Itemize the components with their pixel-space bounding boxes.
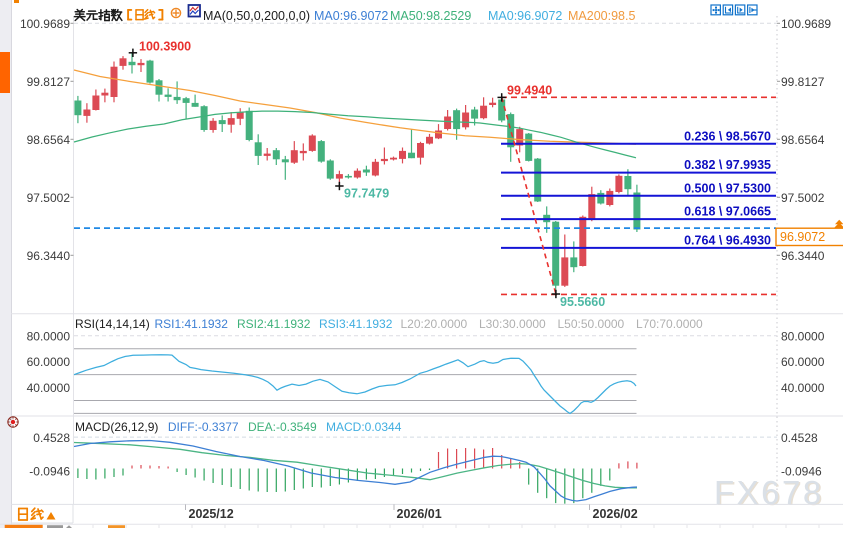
- svg-text:MA200:98.5: MA200:98.5: [568, 9, 635, 23]
- svg-text:99.8127: 99.8127: [781, 75, 825, 89]
- svg-text:RSI(14,14,14): RSI(14,14,14): [75, 317, 150, 331]
- svg-text:2025/12: 2025/12: [189, 507, 234, 521]
- svg-text:80.0000: 80.0000: [781, 329, 825, 343]
- svg-text:95.5660: 95.5660: [560, 295, 605, 309]
- svg-text:0.618 \ 97.0665: 0.618 \ 97.0665: [684, 205, 771, 219]
- svg-text:99.8127: 99.8127: [27, 75, 71, 89]
- svg-text:DIFF:-0.3377: DIFF:-0.3377: [168, 420, 239, 434]
- svg-text:FX678: FX678: [714, 474, 824, 511]
- svg-text:100.9689: 100.9689: [20, 17, 70, 31]
- svg-text:MA0:96.9072: MA0:96.9072: [488, 9, 562, 23]
- svg-text:RSI1:41.1932: RSI1:41.1932: [155, 317, 229, 331]
- svg-text:MA(0,50,0,200,0,0): MA(0,50,0,200,0,0): [203, 9, 310, 23]
- svg-text:0.4528: 0.4528: [33, 431, 70, 445]
- svg-text:97.5002: 97.5002: [27, 191, 71, 205]
- svg-text:0.764 \ 96.4930: 0.764 \ 96.4930: [684, 233, 771, 247]
- svg-text:60.0000: 60.0000: [781, 355, 825, 369]
- svg-text:L20:20.0000: L20:20.0000: [401, 317, 468, 331]
- svg-text:0.500 \ 97.5300: 0.500 \ 97.5300: [684, 181, 771, 195]
- svg-text:L50:50.0000: L50:50.0000: [558, 317, 625, 331]
- svg-text:97.5002: 97.5002: [781, 191, 825, 205]
- svg-text:40.0000: 40.0000: [781, 381, 825, 395]
- svg-text:MA0:96.9072: MA0:96.9072: [314, 9, 388, 23]
- svg-text:97.7479: 97.7479: [344, 187, 389, 201]
- svg-text:2026/01: 2026/01: [397, 507, 442, 521]
- svg-text:RSI3:41.1932: RSI3:41.1932: [319, 317, 393, 331]
- svg-text:MA50:98.2529: MA50:98.2529: [390, 9, 471, 23]
- svg-text:100.9689: 100.9689: [781, 17, 831, 31]
- svg-text:96.9072: 96.9072: [780, 230, 825, 244]
- svg-text:96.3440: 96.3440: [27, 249, 71, 263]
- svg-text:100.3900: 100.3900: [139, 40, 191, 54]
- svg-text:96.3440: 96.3440: [781, 249, 825, 263]
- svg-text:L70:70.0000: L70:70.0000: [636, 317, 703, 331]
- svg-text:0.382 \ 97.9935: 0.382 \ 97.9935: [684, 158, 771, 172]
- svg-text:40.0000: 40.0000: [27, 381, 71, 395]
- svg-text:MACD(26,12,9): MACD(26,12,9): [75, 420, 158, 434]
- svg-text:L30:30.0000: L30:30.0000: [479, 317, 546, 331]
- svg-text:FX678: FX678: [716, 475, 826, 512]
- svg-text:98.6564: 98.6564: [781, 133, 825, 147]
- svg-text:-0.0946: -0.0946: [29, 464, 70, 478]
- svg-text:MACD:0.0344: MACD:0.0344: [326, 420, 402, 434]
- svg-text:60.0000: 60.0000: [27, 355, 71, 369]
- svg-text:DEA:-0.3549: DEA:-0.3549: [248, 420, 317, 434]
- svg-text:80.0000: 80.0000: [27, 329, 71, 343]
- svg-text:-0.0946: -0.0946: [781, 464, 822, 478]
- svg-text:0.236 \ 98.5670: 0.236 \ 98.5670: [684, 129, 771, 143]
- svg-text:RSI2:41.1932: RSI2:41.1932: [237, 317, 311, 331]
- svg-text:98.6564: 98.6564: [27, 133, 71, 147]
- svg-text:99.4940: 99.4940: [507, 84, 552, 98]
- svg-text:2026/02: 2026/02: [593, 507, 638, 521]
- svg-text:0.4528: 0.4528: [781, 431, 818, 445]
